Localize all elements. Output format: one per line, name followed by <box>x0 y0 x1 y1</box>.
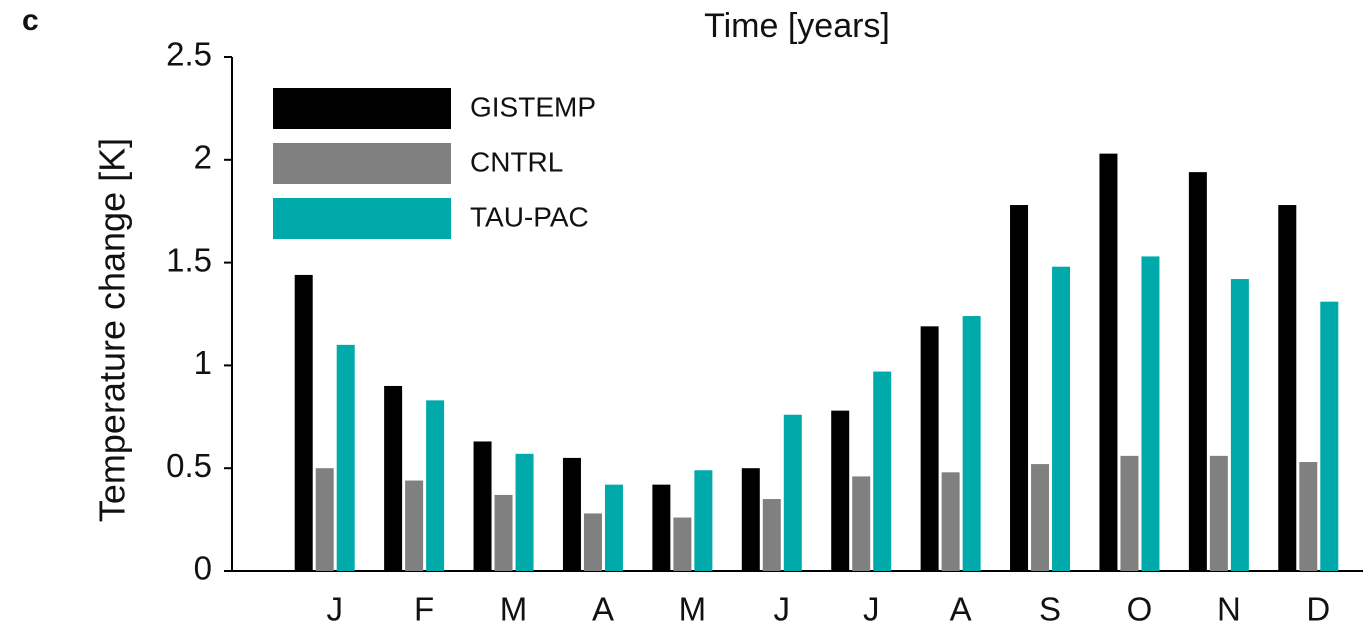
legend-label: TAU-PAC <box>470 201 589 232</box>
x-tick-label: J <box>326 591 343 628</box>
x-tick-label: M <box>500 591 528 628</box>
legend-label: GISTEMP <box>470 91 596 122</box>
bar <box>336 344 355 571</box>
bar <box>1052 266 1071 571</box>
bar <box>1230 279 1249 571</box>
bar <box>941 472 960 571</box>
bar <box>652 484 671 571</box>
x-tick-label: O <box>1127 591 1153 628</box>
bar <box>741 468 760 571</box>
x-tick-label: N <box>1217 591 1241 628</box>
bar <box>694 470 713 571</box>
bar <box>831 410 850 571</box>
bar <box>873 371 892 571</box>
bar <box>515 453 534 571</box>
bar <box>1141 256 1160 571</box>
bar <box>1120 455 1139 571</box>
bar <box>1278 205 1297 572</box>
bar <box>1188 172 1207 572</box>
bar <box>1010 205 1029 572</box>
y-tick-label: 0.5 <box>166 447 212 484</box>
bar <box>1299 462 1318 571</box>
bar <box>294 274 313 571</box>
bar <box>1099 153 1118 571</box>
bar <box>852 476 871 571</box>
bar <box>1031 464 1050 571</box>
panel-label: c <box>22 4 39 37</box>
x-tick-label: F <box>414 591 434 628</box>
bar <box>783 414 802 571</box>
legend-label: CNTRL <box>470 146 563 177</box>
bar <box>405 480 424 571</box>
bar <box>426 400 445 571</box>
y-tick-label: 1 <box>194 344 212 381</box>
y-tick-label: 0 <box>194 550 212 587</box>
x-tick-label: J <box>774 591 791 628</box>
x-tick-label: M <box>679 591 707 628</box>
legend-swatch <box>273 198 451 239</box>
bar <box>1209 455 1228 571</box>
bar <box>673 517 692 571</box>
bar <box>762 499 781 571</box>
y-tick-label: 1.5 <box>166 241 212 278</box>
bar <box>473 441 492 571</box>
y-tick-label: 2 <box>194 139 212 176</box>
y-tick-label: 2.5 <box>166 36 212 73</box>
chart-title: Time [years] <box>704 7 890 45</box>
bar <box>962 316 981 571</box>
bar <box>583 513 602 571</box>
legend-swatch <box>273 143 451 184</box>
bar <box>604 484 623 571</box>
bar <box>494 494 513 571</box>
bar <box>562 457 581 571</box>
y-axis-label: Temperature change [K] <box>92 138 133 522</box>
bar <box>920 326 939 571</box>
x-tick-label: A <box>592 591 614 628</box>
x-tick-label: S <box>1039 591 1061 628</box>
x-tick-label: J <box>863 591 880 628</box>
legend-swatch <box>273 88 451 129</box>
x-tick-label: A <box>950 591 972 628</box>
x-tick-label: D <box>1306 591 1330 628</box>
bar <box>384 385 403 571</box>
bar <box>315 468 334 571</box>
bar <box>1320 301 1339 571</box>
